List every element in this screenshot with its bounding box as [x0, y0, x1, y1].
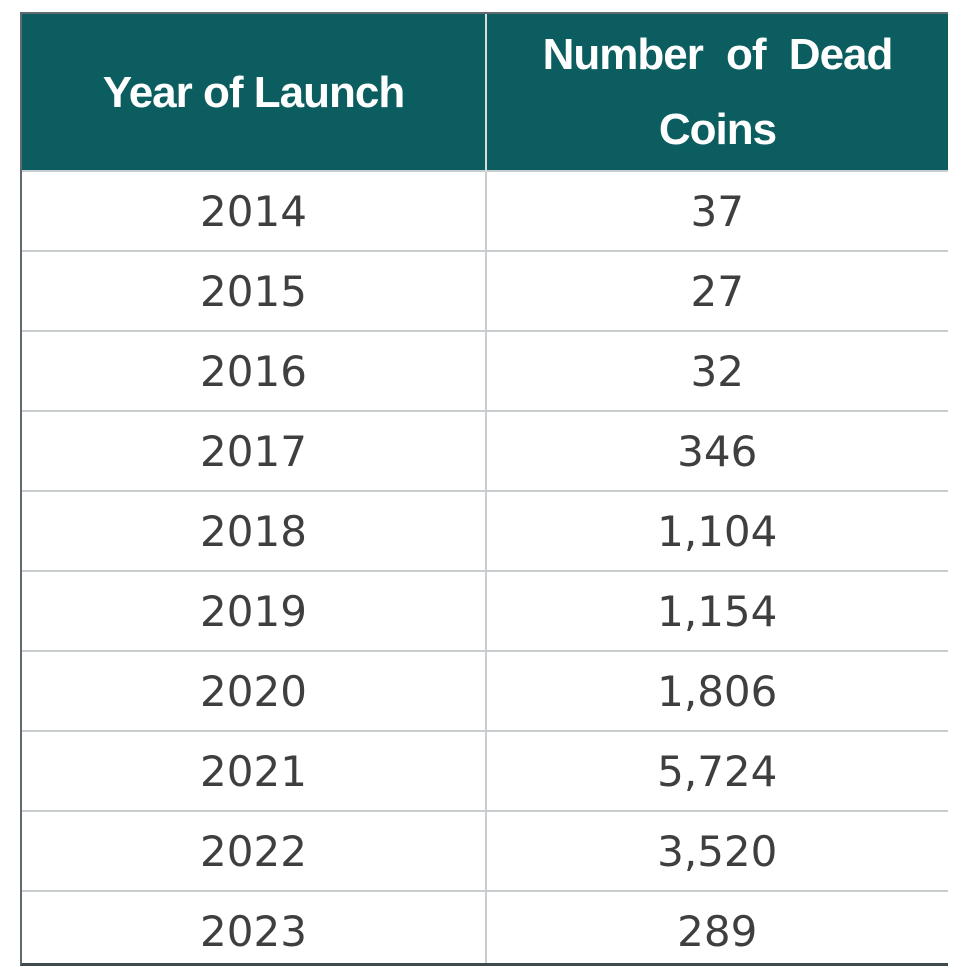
table-row: 2019 1,154: [22, 570, 948, 651]
table-row: 2016 32: [22, 330, 948, 411]
year-cell: 2017: [22, 410, 487, 491]
dead-coins-cell: 3,520: [486, 810, 948, 891]
dead-coins-cell: 32: [486, 330, 948, 411]
table-row: 2015 27: [22, 250, 948, 331]
table-row: 2017 346: [22, 410, 948, 491]
table-frame: Year of Launch Number of Dead Coins 2014…: [20, 12, 948, 966]
header-row: Year of Launch Number of Dead Coins: [22, 14, 948, 171]
dead-coins-cell: 37: [486, 170, 948, 251]
year-cell: 2014: [22, 170, 487, 251]
table-header: Year of Launch Number of Dead Coins: [22, 14, 948, 171]
year-cell: 2019: [22, 570, 487, 651]
year-cell: 2015: [22, 250, 487, 331]
table-body: 2014 37 2015 27 2016 32 2017 346 2018 1,104 2019 1,…: [22, 170, 948, 963]
dead-coins-cell: 289: [486, 890, 948, 963]
dead-coins-cell: 346: [486, 410, 948, 491]
dead-coins-cell: 27: [486, 250, 948, 331]
year-cell: 2021: [22, 730, 487, 811]
year-cell: 2020: [22, 650, 487, 731]
year-cell: 2022: [22, 810, 487, 891]
dead-coins-cell: 1,806: [486, 650, 948, 731]
header-year-of-launch: Year of Launch: [22, 14, 487, 171]
year-cell: 2023: [22, 890, 487, 963]
dead-coins-cell: 1,154: [486, 570, 948, 651]
dead-coins-cell: 1,104: [486, 490, 948, 571]
year-cell: 2018: [22, 490, 487, 571]
header-year-of-launch-label: Year of Launch: [102, 67, 405, 117]
header-number-of-dead-coins-label: Number of Dead Coins: [542, 30, 894, 154]
dead-coins-table: Year of Launch Number of Dead Coins 2014…: [22, 14, 948, 963]
table-row: 2020 1,806: [22, 650, 948, 731]
dead-coins-cell: 5,724: [486, 730, 948, 811]
table-row: 2014 37: [22, 170, 948, 251]
table-row: 2023 289: [22, 890, 948, 963]
table-row: 2022 3,520: [22, 810, 948, 891]
year-cell: 2016: [22, 330, 487, 411]
table-row: 2021 5,724: [22, 730, 948, 811]
table-row: 2018 1,104: [22, 490, 948, 571]
header-number-of-dead-coins: Number of Dead Coins: [486, 14, 948, 171]
